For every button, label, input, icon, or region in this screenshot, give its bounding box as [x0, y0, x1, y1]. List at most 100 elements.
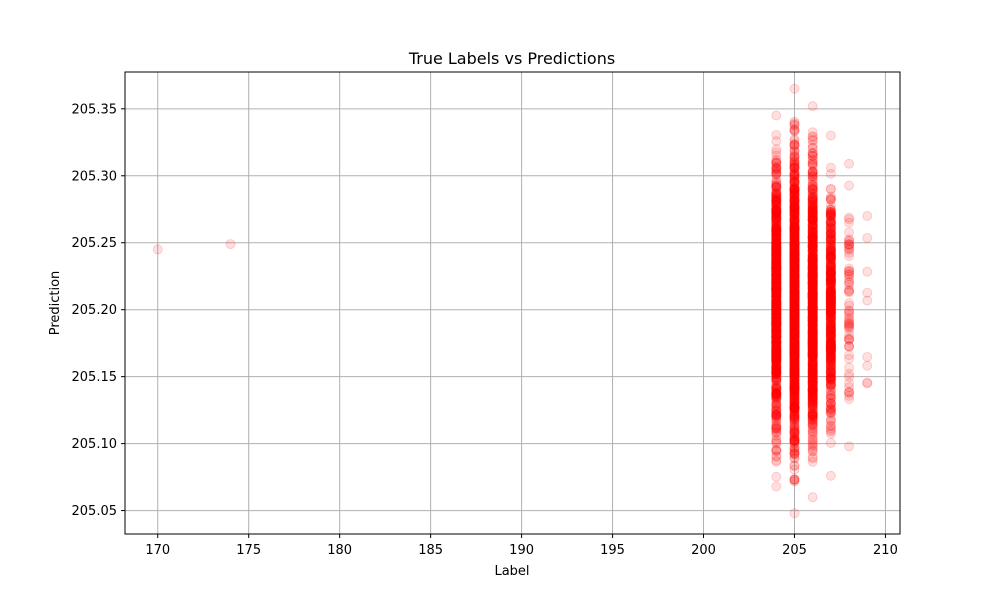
scatter-point — [771, 273, 782, 284]
scatter-point — [771, 292, 782, 303]
scatter-point — [771, 213, 782, 224]
scatter-point — [789, 242, 800, 253]
scatter-point — [789, 226, 800, 237]
scatter-point — [771, 217, 782, 228]
scatter-point — [771, 288, 782, 299]
scatter-point — [771, 263, 782, 274]
scatter-point — [771, 276, 782, 287]
scatter-point — [771, 308, 782, 319]
scatter-point — [771, 366, 782, 377]
scatter-point — [771, 229, 782, 240]
scatter-point — [771, 269, 782, 280]
scatter-point — [771, 180, 782, 191]
scatter-point — [771, 419, 782, 430]
scatter-point — [771, 291, 782, 302]
scatter-point — [771, 283, 782, 294]
scatter-point — [771, 356, 782, 367]
scatter-point — [771, 250, 782, 261]
scatter-point — [771, 310, 782, 321]
scatter-point — [771, 248, 782, 259]
scatter-point — [771, 325, 782, 336]
scatter-point — [771, 324, 782, 335]
y-tick-label: 205.20 — [72, 303, 118, 318]
scatter-point — [771, 337, 782, 348]
scatter-point — [771, 281, 782, 292]
scatter-point — [771, 237, 782, 248]
scatter-point — [771, 402, 782, 413]
scatter-point — [771, 225, 782, 236]
scatter-point — [771, 239, 782, 250]
scatter-point — [771, 338, 782, 349]
scatter-point — [771, 373, 782, 384]
scatter-point — [771, 275, 782, 286]
scatter-point — [771, 261, 782, 272]
scatter-point — [771, 344, 782, 355]
scatter-point — [771, 430, 782, 441]
scatter-point — [771, 316, 782, 327]
scatter-point — [771, 180, 782, 191]
x-tick-label: 210 — [873, 543, 898, 558]
scatter-point — [771, 317, 782, 328]
scatter-point — [771, 183, 782, 194]
scatter-point — [771, 353, 782, 364]
scatter-point — [771, 285, 782, 296]
scatter-point — [771, 271, 782, 282]
scatter-point — [771, 350, 782, 361]
scatter-point — [771, 237, 782, 248]
scatter-point — [771, 257, 782, 268]
scatter-point — [771, 312, 782, 323]
scatter-point — [771, 423, 782, 434]
scatter-point — [771, 268, 782, 279]
scatter-point — [771, 212, 782, 223]
scatter-point — [771, 222, 782, 233]
scatter-point — [771, 283, 782, 294]
scatter-point — [771, 255, 782, 266]
scatter-point — [771, 393, 782, 404]
scatter-point — [771, 194, 782, 205]
scatter-point — [771, 247, 782, 258]
scatter-point — [771, 208, 782, 219]
scatter-point — [771, 203, 782, 214]
scatter-point — [844, 334, 855, 345]
scatter-point — [771, 262, 782, 273]
scatter-point — [807, 135, 818, 146]
scatter-point — [771, 225, 782, 236]
scatter-point — [844, 235, 855, 246]
y-tick-label: 205.25 — [72, 236, 118, 251]
scatter-point — [862, 377, 873, 388]
scatter-point — [771, 209, 782, 220]
scatter-point — [807, 169, 818, 180]
data-points — [152, 83, 873, 519]
scatter-point — [771, 243, 782, 254]
scatter-point — [771, 427, 782, 438]
scatter-point — [771, 207, 782, 218]
scatter-point — [771, 310, 782, 321]
scatter-point — [825, 374, 836, 385]
scatter-point — [771, 289, 782, 300]
scatter-point — [771, 253, 782, 264]
scatter-point — [771, 269, 782, 280]
scatter-point — [771, 298, 782, 309]
scatter-point — [771, 341, 782, 352]
scatter-point — [771, 345, 782, 356]
scatter-point — [771, 198, 782, 209]
scatter-point — [771, 204, 782, 215]
scatter-point — [771, 321, 782, 332]
scatter-point — [771, 336, 782, 347]
scatter-point — [771, 162, 782, 173]
scatter-point — [771, 284, 782, 295]
scatter-point — [771, 227, 782, 238]
scatter-point — [771, 337, 782, 348]
scatter-point — [771, 306, 782, 317]
scatter-point — [771, 392, 782, 403]
scatter-point — [771, 346, 782, 357]
scatter-point — [771, 311, 782, 322]
scatter-point — [771, 246, 782, 257]
scatter-point — [771, 315, 782, 326]
scatter-point — [771, 194, 782, 205]
x-tick-label: 180 — [327, 543, 352, 558]
scatter-point — [771, 347, 782, 358]
scatter-point — [771, 385, 782, 396]
scatter-point — [771, 316, 782, 327]
scatter-point — [771, 279, 782, 290]
